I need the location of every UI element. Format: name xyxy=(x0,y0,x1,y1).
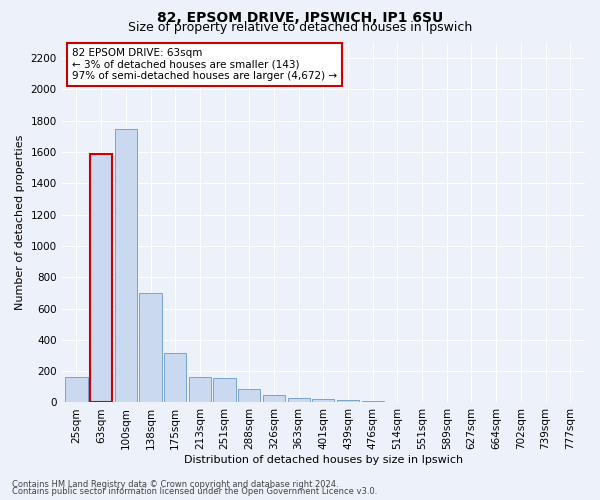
Bar xyxy=(263,396,285,402)
Bar xyxy=(90,154,112,402)
Text: Size of property relative to detached houses in Ipswich: Size of property relative to detached ho… xyxy=(128,22,472,35)
Bar xyxy=(164,353,187,403)
Bar xyxy=(139,293,161,403)
Text: 82, EPSOM DRIVE, IPSWICH, IP1 6SU: 82, EPSOM DRIVE, IPSWICH, IP1 6SU xyxy=(157,11,443,25)
Text: Contains HM Land Registry data © Crown copyright and database right 2024.: Contains HM Land Registry data © Crown c… xyxy=(12,480,338,489)
Bar xyxy=(238,389,260,402)
Bar xyxy=(90,154,112,402)
Bar xyxy=(312,400,334,402)
Text: 82 EPSOM DRIVE: 63sqm
← 3% of detached houses are smaller (143)
97% of semi-deta: 82 EPSOM DRIVE: 63sqm ← 3% of detached h… xyxy=(72,48,337,81)
Bar xyxy=(214,378,236,402)
Bar xyxy=(287,398,310,402)
Y-axis label: Number of detached properties: Number of detached properties xyxy=(15,135,25,310)
Bar xyxy=(337,400,359,402)
X-axis label: Distribution of detached houses by size in Ipswich: Distribution of detached houses by size … xyxy=(184,455,463,465)
Bar xyxy=(115,128,137,402)
Bar xyxy=(65,378,88,402)
Bar xyxy=(189,378,211,402)
Bar xyxy=(362,401,384,402)
Text: Contains public sector information licensed under the Open Government Licence v3: Contains public sector information licen… xyxy=(12,487,377,496)
